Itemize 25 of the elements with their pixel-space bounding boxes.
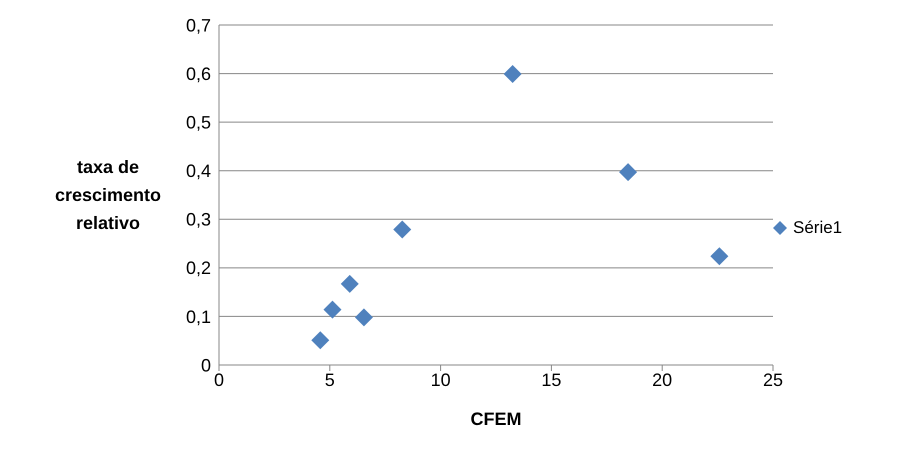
y-tick-label: 0,3 <box>186 210 211 230</box>
x-tick-label: 25 <box>762 370 784 390</box>
point <box>340 274 359 293</box>
x-tick-label: 10 <box>430 370 451 390</box>
x-axis-title: CFEM <box>470 409 522 429</box>
x-tick-label: 20 <box>652 370 672 390</box>
x-tick-label: 0 <box>214 370 224 390</box>
y-axis-title: taxa de crescimento relativo <box>54 157 162 233</box>
y-tick-label: 0,6 <box>186 64 211 84</box>
y-tick-label: 0 <box>200 355 211 376</box>
point <box>393 220 412 238</box>
point <box>504 65 522 84</box>
legend-label: Série1 <box>793 218 842 238</box>
y-tick-label: 0,5 <box>186 112 211 133</box>
y-tick-label: 0,4 <box>186 161 211 182</box>
y-tick-label: 0,7 <box>186 15 211 36</box>
point <box>354 308 373 326</box>
x-tick-label: 5 <box>324 370 335 390</box>
y-tick-label: 0,2 <box>186 258 211 278</box>
x-tick-label: 15 <box>541 370 562 390</box>
point <box>710 247 728 266</box>
point <box>619 163 638 182</box>
point <box>311 331 330 350</box>
point <box>323 300 342 319</box>
y-tick-label: 0,1 <box>186 306 211 327</box>
